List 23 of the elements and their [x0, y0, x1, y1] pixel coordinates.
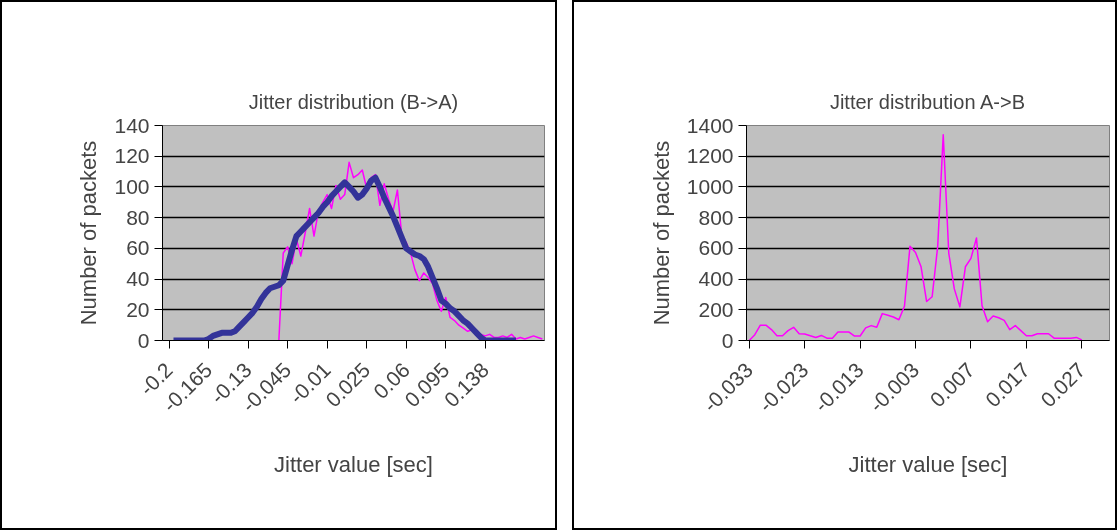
y-tick-label: 400: [698, 267, 734, 291]
y-tick-label: 20: [126, 297, 150, 321]
y-tick-label: 1200: [686, 144, 734, 168]
chart-title: Jitter distribution A->B: [829, 91, 1025, 113]
y-tick-label: 0: [721, 328, 734, 352]
y-tick-label: 200: [698, 297, 734, 321]
y-tick-label: 80: [126, 205, 150, 229]
line-series: [748, 133, 1083, 341]
y-tick-label: 100: [114, 174, 150, 198]
y-axis-title: Number of packets: [76, 140, 102, 326]
y-tick-label: 1000: [686, 174, 734, 198]
y-tick-label: 120: [114, 144, 150, 168]
chart-title: Jitter distribution (B->A): [248, 91, 459, 113]
y-tick-label: 800: [698, 205, 734, 229]
y-tick-label: 1400: [686, 113, 734, 137]
y-tick-label: 40: [126, 267, 150, 291]
x-axis-title: Jitter value [sec]: [274, 451, 433, 477]
y-tick-label: 0: [137, 328, 150, 352]
x-axis-title: Jitter value [sec]: [848, 451, 1008, 477]
y-axis-title: Number of packets: [648, 140, 674, 326]
y-tick-label: 140: [114, 113, 150, 137]
y-tick-label: 600: [698, 236, 734, 260]
y-tick-label: 60: [126, 236, 150, 260]
